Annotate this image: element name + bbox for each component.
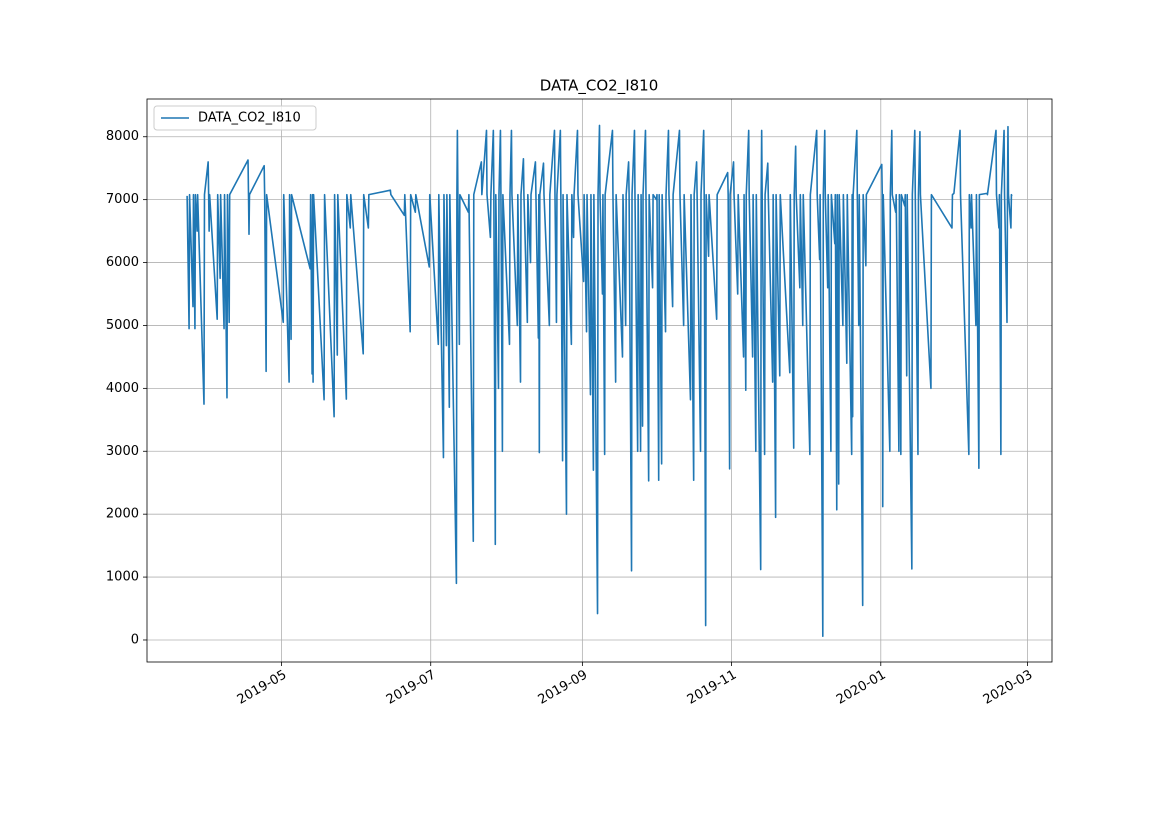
y-tick-label: 5000 — [106, 318, 139, 333]
y-tick-label: 6000 — [106, 255, 139, 270]
y-tick-label: 1000 — [106, 570, 139, 585]
x-tick-label: 2019-11 — [685, 668, 740, 708]
legend: DATA_CO2_I810 — [153, 105, 317, 131]
data-line — [186, 124, 1013, 638]
x-tick-label: 2019-07 — [384, 668, 439, 708]
legend-label: DATA_CO2_I810 — [198, 111, 301, 126]
y-tick-label: 2000 — [106, 507, 139, 522]
y-tick-label: 0 — [131, 632, 139, 647]
x-tick-label: 2020-01 — [834, 668, 889, 708]
chart-title: DATA_CO2_I810 — [540, 77, 659, 96]
x-tick-label: 2019-05 — [235, 668, 290, 708]
y-tick-label: 4000 — [106, 381, 139, 396]
x-tick-label: 2020-03 — [981, 668, 1036, 708]
plot-frame — [146, 98, 1053, 663]
y-tick-label: 7000 — [106, 192, 139, 207]
legend-box — [153, 105, 317, 131]
x-tick-label: 2019-09 — [536, 668, 591, 708]
y-tick-label: 3000 — [106, 444, 139, 459]
y-tick-label: 8000 — [106, 129, 139, 144]
